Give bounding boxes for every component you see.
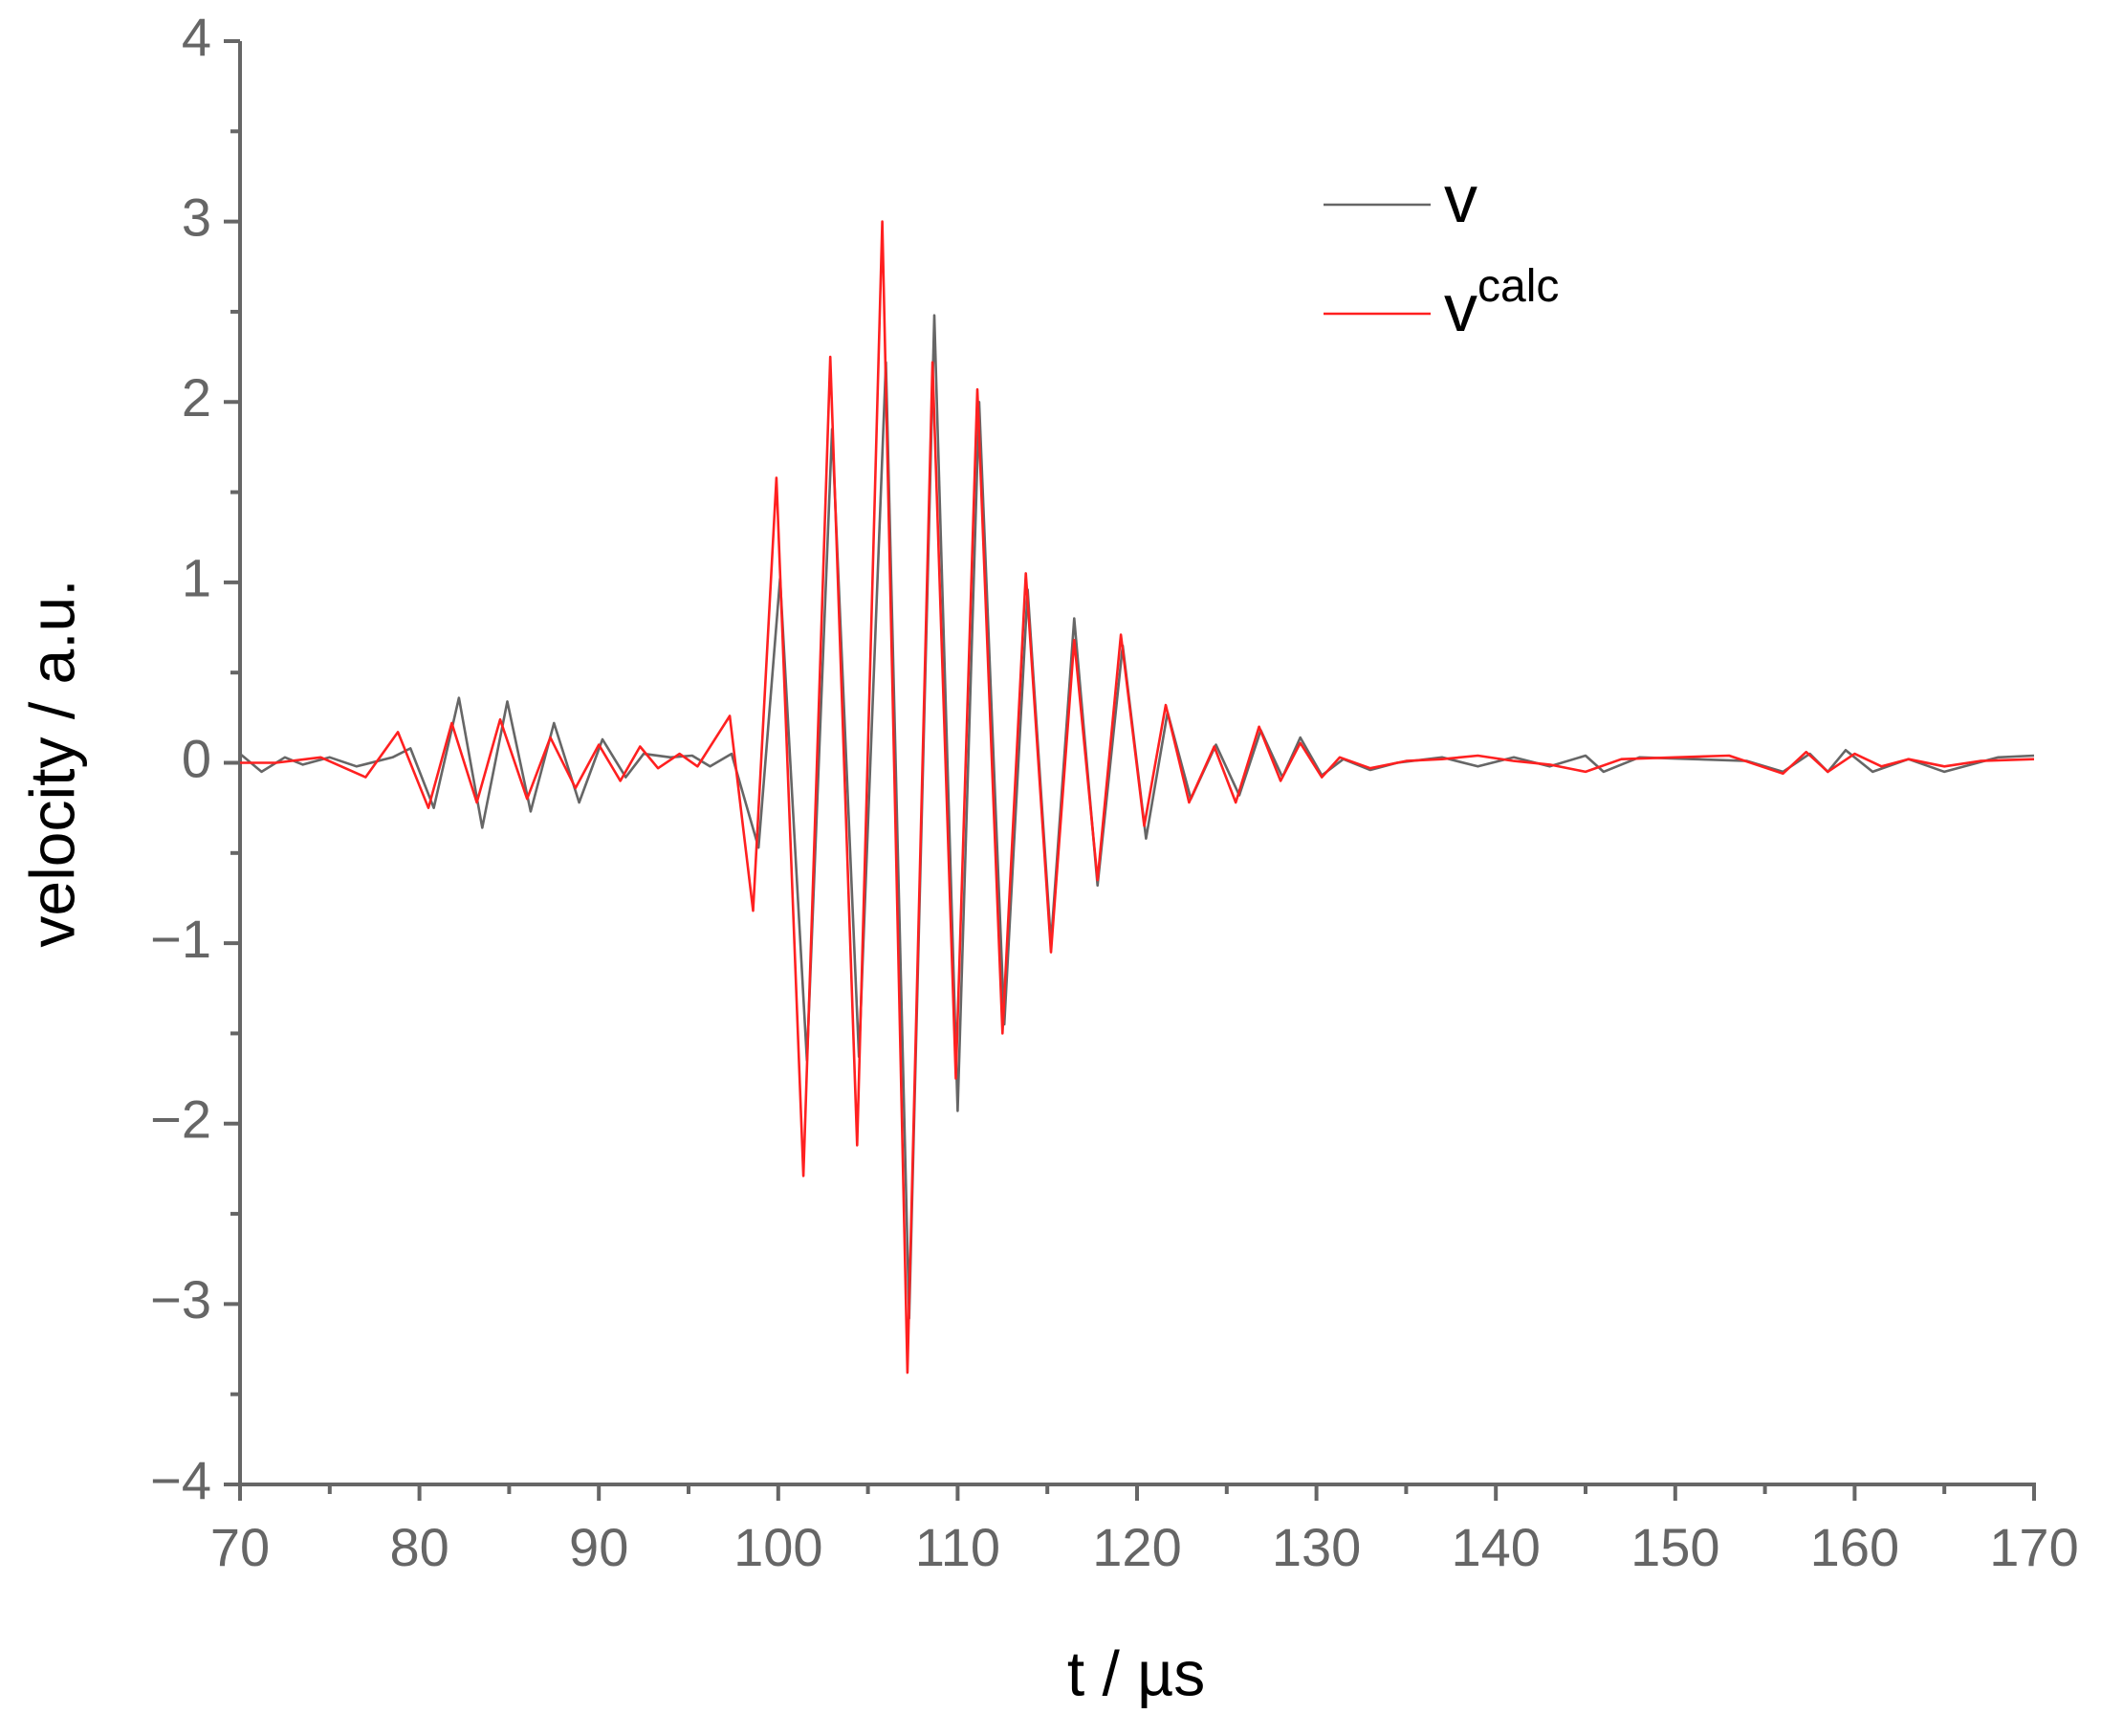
legend-label: v: [1444, 162, 1477, 236]
x-tick-label: 110: [915, 1517, 1000, 1577]
y-tick-label: −3: [150, 1269, 211, 1329]
legend-name: v: [1444, 271, 1477, 345]
y-tick-label: 4: [182, 7, 211, 67]
x-tick-label: 170: [1989, 1517, 2078, 1577]
data-line: [240, 220, 2035, 1374]
legend-name: v: [1444, 162, 1477, 236]
y-tick-label: 0: [182, 728, 211, 788]
y-tick-label: −2: [150, 1089, 211, 1150]
y-axis-title: velocity / a.u.: [16, 579, 87, 947]
x-tick-label: 150: [1630, 1517, 1719, 1577]
y-tick-label: −1: [150, 909, 211, 969]
legend-label: vcalc: [1444, 261, 1559, 346]
x-axis-title: t / µs: [1067, 1637, 1205, 1708]
x-tick-label: 130: [1272, 1517, 1361, 1577]
x-tick-label: 100: [733, 1517, 822, 1577]
y-tick-label: −4: [150, 1450, 211, 1510]
data-line: [239, 314, 2035, 1320]
x-tick-label: 70: [210, 1517, 270, 1577]
legend-superscript: calc: [1477, 261, 1559, 312]
x-tick-label: 80: [389, 1517, 449, 1577]
y-tick-label: 2: [182, 367, 211, 428]
y-tick-label: 3: [182, 187, 211, 247]
x-tick-label: 120: [1092, 1517, 1181, 1577]
x-tick-label: 160: [1810, 1517, 1899, 1577]
x-tick-label: 90: [569, 1517, 628, 1577]
x-tick-label: 140: [1451, 1517, 1540, 1577]
y-tick-label: 1: [182, 548, 211, 608]
